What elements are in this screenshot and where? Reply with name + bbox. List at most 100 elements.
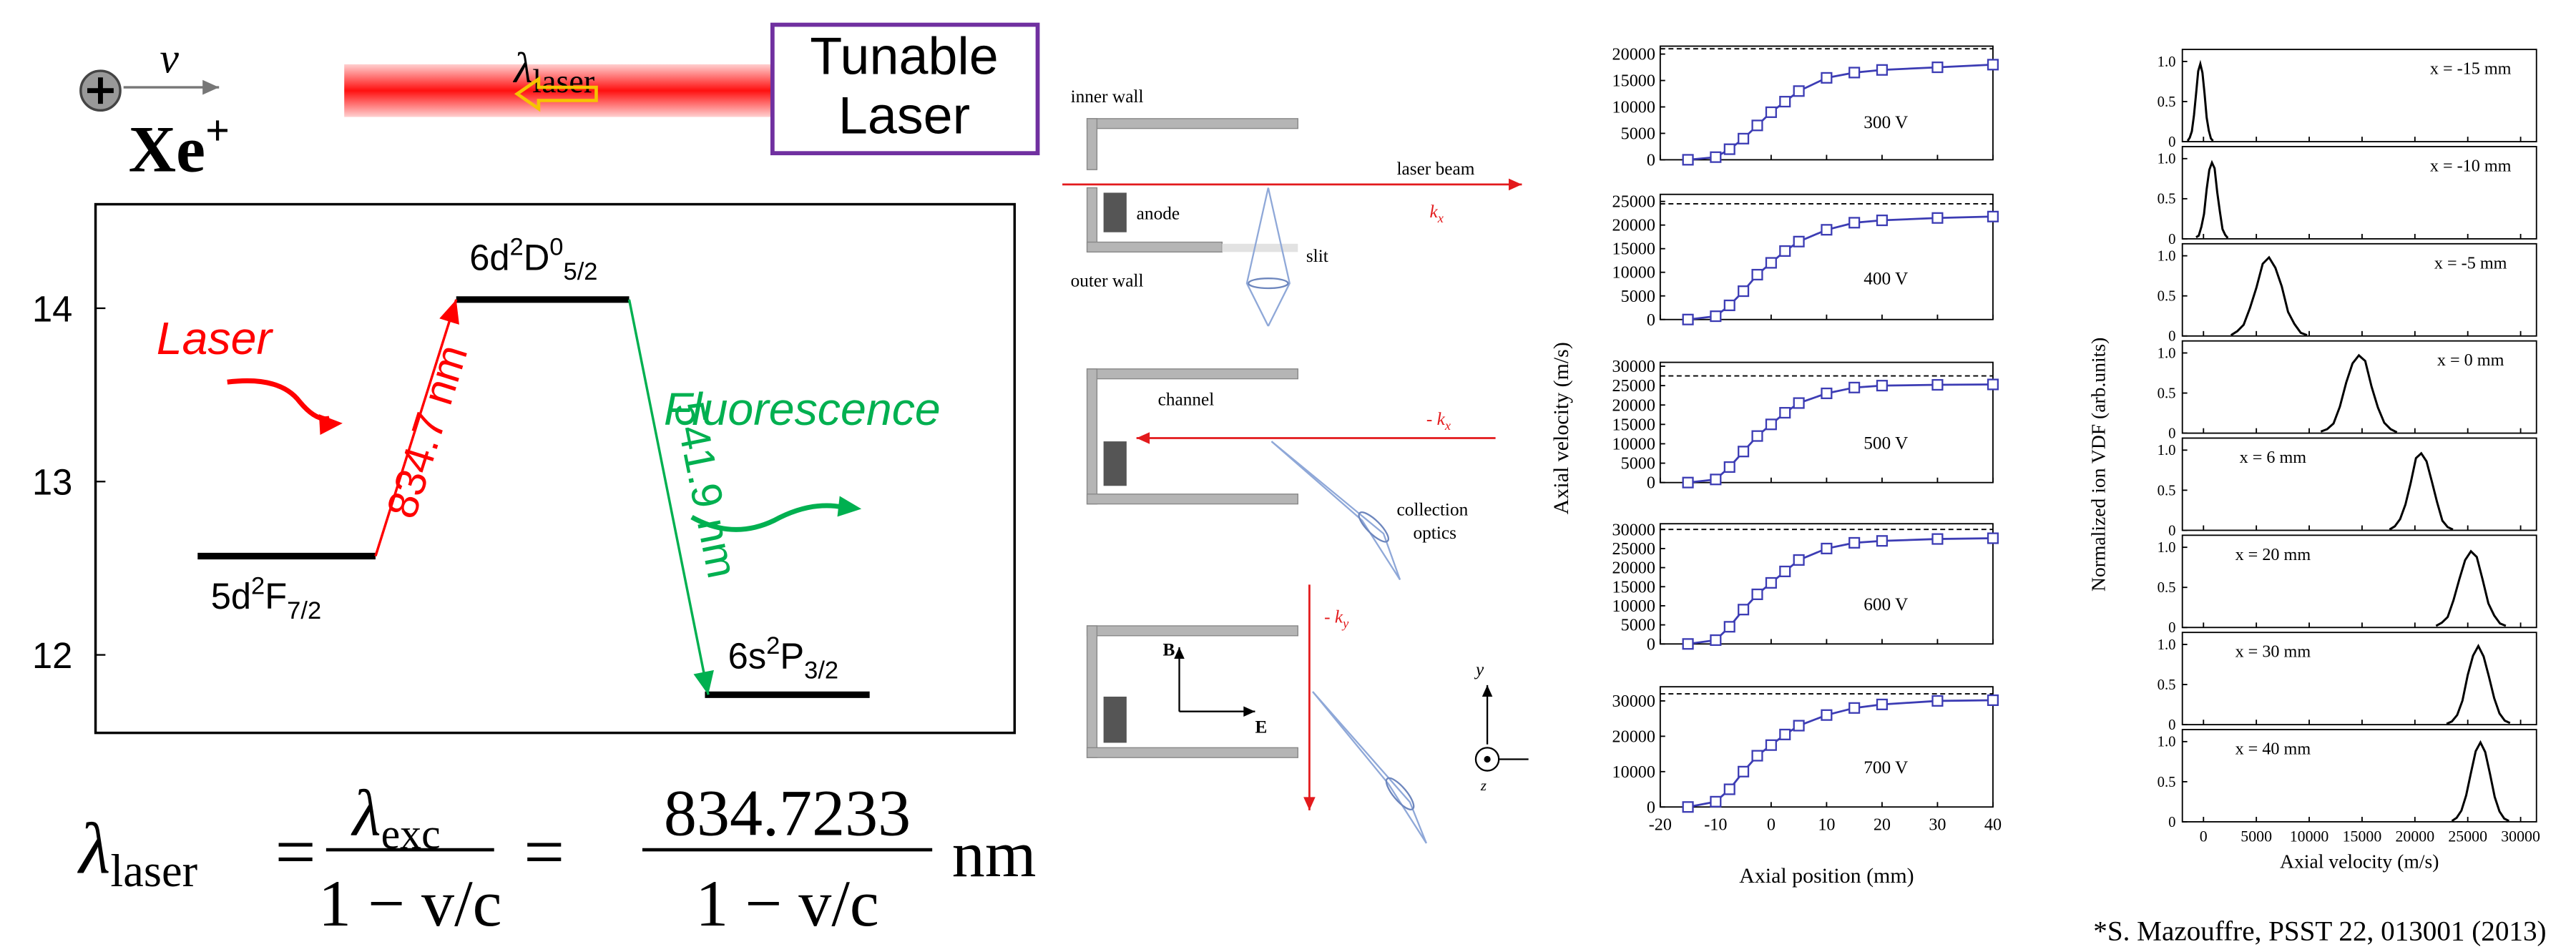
velocity-point	[1848, 536, 1861, 549]
optics-ray	[1312, 691, 1427, 844]
optics-ray	[1270, 441, 1401, 580]
vdf-curve	[2230, 255, 2308, 337]
velocity-point	[1779, 96, 1791, 108]
velocity-point	[1765, 106, 1777, 118]
velocity-point	[1821, 72, 1833, 84]
panel-label: x = -10 mm	[2430, 157, 2512, 176]
y-tick-label: 13	[32, 462, 72, 503]
channel-wall	[1086, 625, 1098, 758]
channel-wall	[1086, 368, 1299, 380]
transition-label: 834.7 nm	[378, 339, 477, 524]
y-tick-label: 1.0	[2158, 540, 2176, 556]
velocity-point	[1751, 588, 1763, 600]
vdf-curve	[2451, 740, 2509, 823]
y-tick-label: 14	[32, 288, 72, 329]
schematic-label: collection	[1396, 500, 1468, 520]
laser-sub: laser	[532, 63, 594, 99]
wave-vector-label: kx	[1430, 202, 1444, 225]
formula-symbol-main: λ	[351, 776, 381, 849]
velocity-point	[1710, 634, 1722, 647]
velocity-point	[1710, 151, 1722, 163]
wave-vector-main: k	[1430, 202, 1439, 222]
ion-charge: +	[205, 107, 230, 154]
panel-label: 600 V	[1864, 594, 1908, 614]
y-tick-label: 0	[2168, 815, 2175, 830]
wave-vector-main: - k	[1426, 409, 1446, 429]
velocity-point	[1682, 154, 1694, 166]
y-tick-label: 10000	[1612, 435, 1655, 454]
annotation: Fluorescence	[664, 383, 941, 435]
y-tick-label: 0.5	[2158, 386, 2176, 401]
velocity-point	[1931, 378, 1944, 391]
y-tick-label: 10000	[1612, 597, 1655, 616]
velocity-point	[1876, 535, 1888, 547]
formula-equals: =	[524, 812, 564, 892]
optics-ray	[1270, 441, 1401, 581]
y-tick-label: 0	[2168, 620, 2175, 636]
velocity-point	[1793, 235, 1805, 247]
velocity-point	[1738, 765, 1750, 777]
x-tick-label: 20	[1874, 815, 1891, 834]
velocity-point	[1765, 576, 1777, 589]
velocity-point	[1876, 380, 1888, 392]
y-tick-label: 0.5	[2158, 483, 2176, 499]
schematic-label: laser beam	[1396, 159, 1474, 179]
y-tick-label: 25000	[1612, 539, 1655, 559]
vdf-curve	[2195, 160, 2229, 239]
y-tick-label: 10000	[1612, 762, 1655, 782]
velocity-point	[1779, 407, 1791, 419]
y-tick-label: 30000	[1612, 692, 1655, 711]
y-tick-label: 30000	[1612, 520, 1655, 539]
x-tick-label: 20000	[2395, 828, 2434, 845]
arrow-head	[202, 79, 220, 95]
wave-vector-sub: x	[1444, 418, 1451, 433]
velocity-point	[1876, 698, 1888, 710]
y-tick-label: 0	[1647, 474, 1655, 493]
y-tick-label: 0.5	[2158, 775, 2176, 790]
level-label: 6s2P3/2	[728, 632, 838, 685]
plot-frame	[94, 202, 1017, 735]
velocity-point	[1751, 268, 1763, 281]
y-tick-label: 30000	[1612, 357, 1655, 376]
velocity-point	[1738, 285, 1750, 298]
velocity-point	[1682, 476, 1694, 489]
y-tick-label: 15000	[1612, 240, 1655, 259]
velocity-point	[1765, 257, 1777, 269]
y-tick-label: 0	[2168, 717, 2175, 733]
velocity-point	[1793, 720, 1805, 732]
channel-wall	[1086, 747, 1299, 758]
optics-ray	[1245, 187, 1269, 327]
panel-frame	[2181, 340, 2537, 434]
y-tick-label: 0	[1647, 310, 1655, 330]
level-label-part: F	[265, 576, 287, 617]
y-tick-label: 20000	[1612, 45, 1655, 64]
level-label-part: 2	[251, 572, 265, 599]
level-label-part: D	[524, 237, 550, 278]
schematic-label: z	[1480, 778, 1487, 794]
schematic-label: slit	[1306, 246, 1328, 266]
schematic-label: E	[1255, 717, 1267, 737]
arrow-head	[693, 669, 714, 695]
panel-label: x = 0 mm	[2437, 350, 2504, 370]
x-tick-label: 5000	[2240, 828, 2272, 845]
formula-symbol-sub: laser	[110, 845, 197, 896]
y-tick-label: 0	[2168, 523, 2175, 539]
wave-vector-sub: x	[1437, 211, 1444, 225]
lens	[1385, 777, 1415, 810]
vdf-curve	[2446, 644, 2511, 725]
panel-label: x = 6 mm	[2240, 448, 2307, 467]
velocity-point	[1821, 542, 1833, 554]
channel-wall	[1086, 241, 1223, 253]
x-tick-label: 0	[1767, 815, 1776, 834]
level-label-part: 2	[766, 632, 780, 659]
annotation-arrow	[690, 503, 844, 532]
slit	[1222, 243, 1298, 252]
y-tick-label: 1.0	[2158, 735, 2176, 750]
wave-vector-sub: y	[1341, 616, 1349, 630]
x-tick-label: 40	[1984, 815, 2002, 834]
x-tick-label: 15000	[2343, 828, 2382, 845]
anode	[1103, 192, 1127, 232]
velocity-point	[1987, 210, 1999, 222]
velocity-point	[1710, 474, 1722, 486]
